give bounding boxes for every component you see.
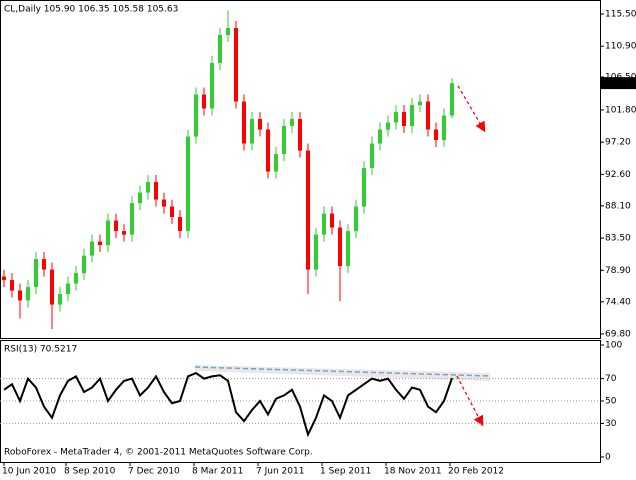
chart-title: CL,Daily 105.90 106.35 105.58 105.63	[4, 5, 178, 15]
candle-body	[82, 255, 86, 274]
candle-body	[162, 199, 166, 207]
candle-body	[210, 63, 214, 109]
y-tick-label: 70	[605, 374, 617, 384]
annotation: RoboForex - MetaTrader 4, © 2001-2011 Me…	[4, 448, 313, 458]
price-panel	[0, 0, 601, 339]
candle-body	[58, 294, 62, 305]
y-tick-label: 92.60	[605, 170, 631, 180]
candle-body	[386, 122, 390, 130]
candle-body	[186, 136, 190, 232]
candle-body	[138, 192, 142, 204]
candle-body	[18, 290, 22, 301]
candle-body	[298, 119, 302, 151]
candle-body	[378, 129, 382, 144]
candle-body	[10, 280, 14, 291]
candle-body	[282, 126, 286, 155]
y-tick-label: 110.90	[605, 42, 636, 52]
candle-body	[290, 119, 294, 127]
rsi-title: RSI(13) 70.5217	[4, 345, 77, 355]
candle-body	[362, 168, 366, 207]
candle-body	[346, 231, 350, 267]
candle-body	[34, 259, 38, 288]
candle-body	[106, 220, 110, 246]
candle-body	[330, 213, 334, 228]
candle-body	[314, 234, 318, 270]
x-tick-label: 8 Sep 2010	[64, 467, 116, 477]
candle-body	[74, 273, 78, 284]
y-tick-label: 69.80	[605, 330, 631, 340]
candle-body	[402, 112, 406, 127]
x-tick-label: 20 Feb 2012	[448, 467, 504, 477]
candle-body	[410, 105, 414, 127]
candle-body	[154, 182, 158, 200]
candle-body	[354, 206, 358, 232]
candle-body	[114, 220, 118, 232]
y-tick-label: 88.10	[605, 201, 631, 211]
candle-body	[274, 154, 278, 172]
candle-body	[90, 241, 94, 256]
candle-body	[218, 35, 222, 64]
candle-body	[450, 83, 454, 116]
candle-body	[442, 115, 446, 141]
candle-body	[338, 227, 342, 267]
price-label-box	[601, 77, 636, 90]
candle-body	[434, 129, 438, 141]
y-tick-label: 97.20	[605, 138, 631, 148]
candle-body	[50, 269, 54, 305]
candle-body	[234, 28, 238, 102]
y-tick-label: 30	[605, 419, 617, 429]
candle-body	[122, 231, 126, 235]
x-tick-label: 7 Jun 2011	[256, 467, 304, 477]
candle-body	[146, 182, 150, 193]
candle-body	[242, 101, 246, 144]
candle-body	[418, 101, 422, 106]
candle-body	[98, 241, 102, 246]
forecast-arrow	[457, 85, 486, 133]
candle-body	[370, 143, 374, 169]
y-tick-label: 78.90	[605, 266, 631, 276]
y-tick-label: 101.80	[605, 105, 636, 115]
candle-body	[178, 217, 182, 232]
x-tick-label: 1 Sep 2011	[320, 467, 371, 477]
candle-body	[306, 150, 310, 270]
y-tick-label: 115.50	[605, 10, 636, 20]
candle-body	[258, 119, 262, 130]
candle-body	[42, 259, 46, 270]
candle-body	[226, 28, 230, 36]
x-tick-label: 8 Mar 2011	[192, 467, 243, 477]
candle-body	[130, 203, 134, 235]
candle-body	[26, 287, 30, 301]
price-label: 105.63	[604, 79, 636, 89]
candle-body	[194, 94, 198, 137]
candle-body	[2, 276, 6, 281]
y-tick-label: 100	[605, 341, 622, 351]
rsi-line	[3, 371, 453, 438]
y-tick-label: 50	[605, 397, 617, 407]
x-tick-label: 10 Jun 2010	[2, 467, 56, 477]
candle-body	[426, 101, 430, 130]
trend-line	[194, 366, 491, 377]
x-tick-label: 18 Nov 2011	[384, 467, 442, 477]
candle-body	[394, 112, 398, 123]
y-tick-label: 74.40	[605, 297, 631, 307]
candle-body	[250, 119, 254, 144]
candle-body	[266, 129, 270, 172]
y-tick-label: 0	[605, 452, 611, 462]
candle-body	[322, 213, 326, 235]
y-tick-label: 83.50	[605, 234, 631, 244]
candle-body	[170, 206, 174, 218]
x-tick-label: 7 Dec 2010	[128, 467, 180, 477]
candle-body	[66, 283, 70, 295]
candle-body	[202, 94, 206, 109]
